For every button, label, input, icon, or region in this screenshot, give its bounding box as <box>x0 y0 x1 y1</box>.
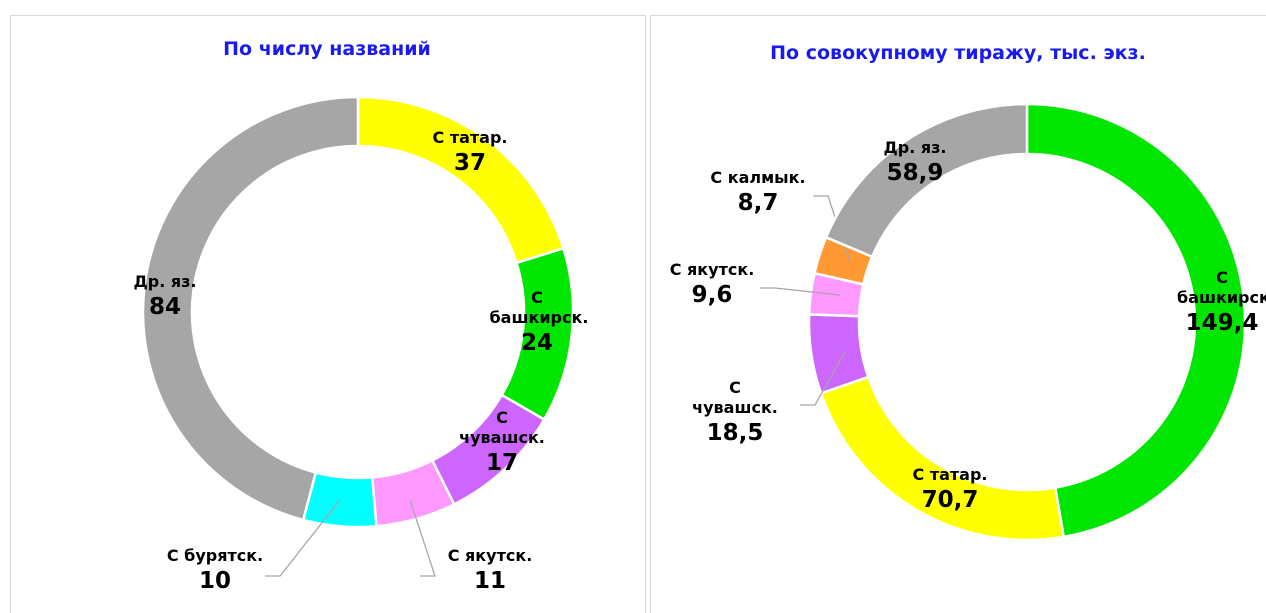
value-label: 11 <box>473 568 506 594</box>
data-label: С башкирск. 24 <box>489 288 589 358</box>
value-label: 9,6 <box>691 282 733 308</box>
category-label: С башкирск. <box>1177 268 1266 307</box>
data-label: С бурятск. 10 <box>150 546 280 596</box>
chart-title: По числу названий <box>223 38 431 60</box>
data-label: С татар. 37 <box>425 128 515 178</box>
donut-segment <box>1025 102 1247 539</box>
value-label: 70,7 <box>921 487 979 513</box>
value-label: 37 <box>453 150 486 176</box>
donut-segment <box>356 95 565 265</box>
value-label: 58,9 <box>886 160 944 186</box>
value-label: 84 <box>148 294 181 320</box>
category-label: С башкирск. <box>489 288 589 327</box>
category-label: С татар. <box>432 128 508 147</box>
data-label: С чувашск. 18,5 <box>685 378 785 448</box>
data-label: С якутск. 9,6 <box>662 260 762 310</box>
category-label: С татар. <box>912 465 988 484</box>
value-label: 8,7 <box>737 190 779 216</box>
data-label: С якутск. 11 <box>430 546 550 596</box>
donut-segment <box>824 102 1029 259</box>
value-label: 18,5 <box>706 420 764 446</box>
category-label: Др. яз. <box>133 272 197 291</box>
leader-line <box>760 287 841 296</box>
data-label: Др. яз. 58,9 <box>865 138 965 188</box>
category-label: С якутск. <box>669 260 755 279</box>
category-label: С калмык. <box>710 168 806 187</box>
leader-line <box>265 499 341 577</box>
category-label: С чувашск. <box>692 378 778 417</box>
data-label: Др. яз. 84 <box>115 272 215 322</box>
value-label: 10 <box>198 568 231 594</box>
category-label: Др. яз. <box>883 138 947 157</box>
category-label: С якутск. <box>447 546 533 565</box>
data-label: С татар. 70,7 <box>900 465 1000 515</box>
value-label: 149,4 <box>1185 310 1259 336</box>
data-label: С башкирск. 149,4 <box>1177 268 1266 338</box>
leader-line <box>800 351 846 406</box>
leader-line <box>409 499 436 577</box>
data-label: С чувашск. 17 <box>452 408 552 478</box>
value-label: 17 <box>485 450 518 476</box>
category-label: С чувашск. <box>459 408 545 447</box>
chart-title: По совокупному тиражу, тыс. экз. <box>770 42 1146 64</box>
donut-segment <box>141 95 360 522</box>
donut-segment <box>819 375 1066 542</box>
data-label: С калмык. 8,7 <box>708 168 808 218</box>
category-label: С бурятск. <box>166 546 264 565</box>
value-label: 24 <box>520 330 553 356</box>
